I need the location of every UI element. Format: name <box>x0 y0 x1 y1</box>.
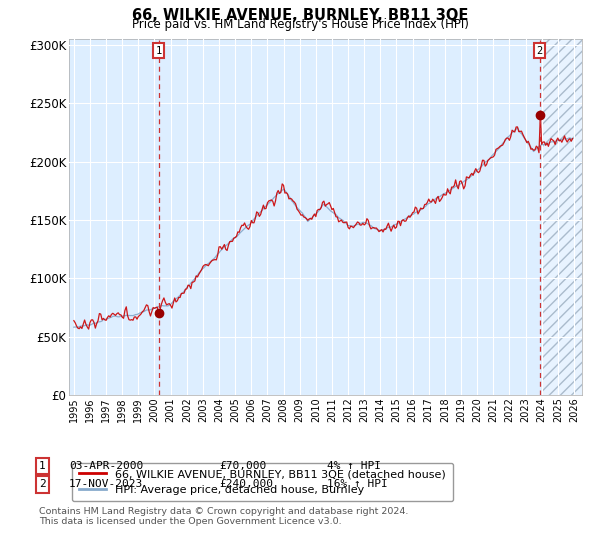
Text: £240,000: £240,000 <box>219 479 273 489</box>
Bar <box>542 39 590 395</box>
Text: 1: 1 <box>39 461 46 471</box>
Text: 4% ↑ HPI: 4% ↑ HPI <box>327 461 381 471</box>
Text: 2: 2 <box>536 46 543 56</box>
Legend: 66, WILKIE AVENUE, BURNLEY, BB11 3QE (detached house), HPI: Average price, detac: 66, WILKIE AVENUE, BURNLEY, BB11 3QE (de… <box>72 463 453 501</box>
Text: 66, WILKIE AVENUE, BURNLEY, BB11 3QE: 66, WILKIE AVENUE, BURNLEY, BB11 3QE <box>132 8 468 24</box>
Text: 17-NOV-2023: 17-NOV-2023 <box>69 479 143 489</box>
Text: Contains HM Land Registry data © Crown copyright and database right 2024.
This d: Contains HM Land Registry data © Crown c… <box>39 507 409 526</box>
Text: Price paid vs. HM Land Registry's House Price Index (HPI): Price paid vs. HM Land Registry's House … <box>131 18 469 31</box>
Text: 16% ↑ HPI: 16% ↑ HPI <box>327 479 388 489</box>
Text: 03-APR-2000: 03-APR-2000 <box>69 461 143 471</box>
Text: 2: 2 <box>39 479 46 489</box>
Text: £70,000: £70,000 <box>219 461 266 471</box>
Text: 1: 1 <box>155 46 161 56</box>
Bar <box>542 39 590 395</box>
